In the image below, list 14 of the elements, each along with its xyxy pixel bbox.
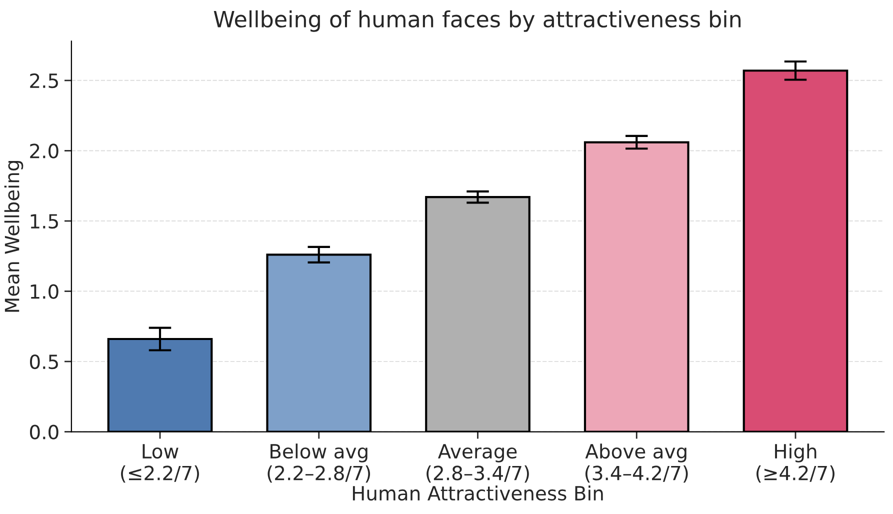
- y-tick-label: 1.5: [30, 214, 58, 229]
- x-tick-label: Low (≤2.2/7): [121, 444, 199, 483]
- y-tick-label: 2.0: [30, 144, 58, 158]
- y-tick-label: 0.5: [30, 354, 58, 370]
- x-tick-label: Below avg (2.2–2.8/7): [268, 444, 370, 483]
- x-tick-label: High (≥4.2/7): [756, 444, 834, 483]
- y-tick-label: 0.0: [30, 424, 58, 440]
- x-axis-title: Human Attractiveness Bin: [352, 486, 603, 501]
- y-axis-title: Mean Wellbeing: [4, 161, 24, 312]
- x-tick-label: Above avg (3.4–4.2/7): [585, 444, 688, 483]
- x-tick-label: Average (2.8–3.4/7): [426, 444, 529, 483]
- chart-title: Wellbeing of human faces by attractiveness bin: [214, 10, 741, 32]
- y-tick-label: 2.5: [30, 73, 58, 88]
- y-tick-label: 1.0: [30, 284, 58, 299]
